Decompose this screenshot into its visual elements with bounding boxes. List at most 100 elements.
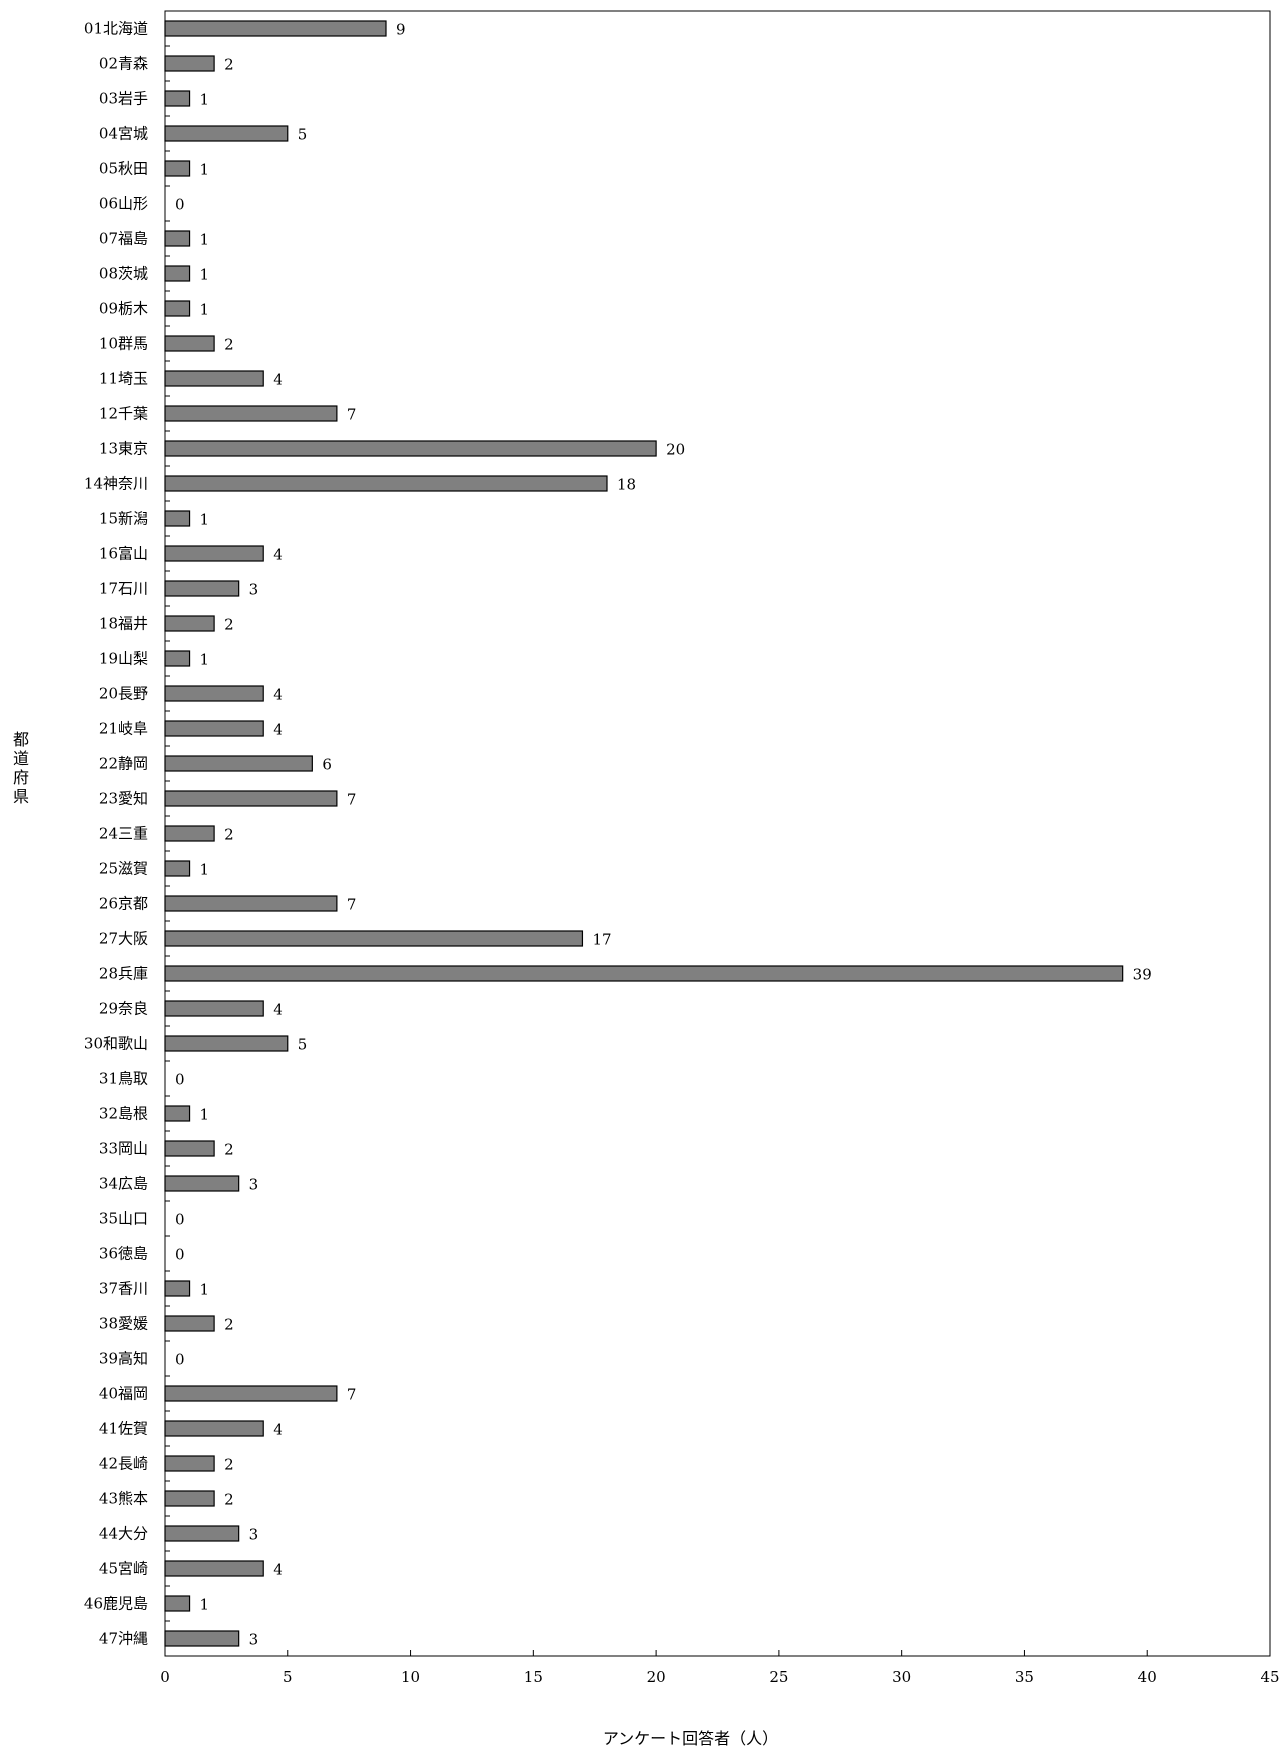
category-label: 42長崎	[99, 1455, 148, 1473]
value-label: 5	[298, 1036, 308, 1054]
category-label: 26京都	[99, 895, 148, 913]
bar	[164, 1000, 264, 1017]
value-labels-group: 9215101112472018143214467217173945012300…	[175, 21, 1152, 1649]
value-label: 4	[273, 721, 283, 739]
value-label: 1	[200, 301, 210, 319]
value-label: 1	[200, 861, 210, 879]
category-label: 12千葉	[99, 405, 148, 423]
bar	[164, 1490, 215, 1507]
bar	[164, 90, 191, 107]
category-label: 19山梨	[99, 650, 148, 668]
value-label: 1	[200, 1281, 210, 1299]
value-label: 0	[175, 1211, 185, 1229]
bar	[164, 335, 215, 352]
bar	[164, 1630, 240, 1647]
bar	[164, 930, 584, 947]
value-label: 20	[666, 441, 685, 459]
value-label: 1	[200, 231, 210, 249]
category-label: 14神奈川	[84, 475, 148, 493]
bar	[164, 965, 1124, 982]
x-tick-label: 35	[1015, 1668, 1034, 1686]
bar	[164, 20, 387, 37]
bar	[164, 510, 191, 527]
bar	[164, 1385, 338, 1402]
category-label: 10群馬	[99, 335, 148, 353]
bar	[164, 230, 191, 247]
value-label: 2	[224, 616, 234, 634]
category-label: 29奈良	[99, 1000, 148, 1018]
category-label: 38愛媛	[99, 1315, 148, 1333]
x-tick-label: 0	[160, 1668, 170, 1686]
x-tick-label: 25	[769, 1668, 788, 1686]
x-tick-label: 10	[401, 1668, 420, 1686]
bar	[164, 405, 338, 422]
x-tick-label: 5	[283, 1668, 293, 1686]
bar	[164, 1315, 215, 1332]
bar	[164, 650, 191, 667]
category-label: 27大阪	[99, 930, 148, 948]
category-label: 18福井	[99, 615, 148, 633]
value-label: 4	[273, 686, 283, 704]
bar	[164, 1280, 191, 1297]
category-label: 02青森	[99, 55, 148, 73]
bar	[164, 1140, 215, 1157]
value-label: 7	[347, 1386, 357, 1404]
value-label: 18	[617, 476, 636, 494]
category-label: 08茨城	[99, 265, 148, 283]
bar	[164, 720, 264, 737]
category-label: 45宮崎	[99, 1560, 148, 1578]
category-label: 46鹿児島	[84, 1595, 148, 1613]
category-label: 13東京	[99, 440, 148, 458]
x-axis-ticks-group: 0 5 10 15 20 25 30 35 40 45	[160, 1650, 1280, 1686]
value-label: 0	[175, 196, 185, 214]
category-label: 06山形	[99, 195, 148, 213]
bar	[164, 1525, 240, 1542]
category-label: 34広島	[99, 1175, 148, 1193]
bar	[164, 895, 338, 912]
value-label: 39	[1133, 966, 1152, 984]
bar	[164, 265, 191, 282]
bar	[164, 475, 608, 492]
value-label: 1	[200, 1106, 210, 1124]
value-label: 1	[200, 651, 210, 669]
value-label: 1	[200, 1596, 210, 1614]
bar	[164, 1175, 240, 1192]
category-label: 36徳島	[99, 1245, 148, 1263]
value-label: 2	[224, 336, 234, 354]
value-label: 4	[273, 1001, 283, 1019]
bar	[164, 1455, 215, 1472]
bar	[164, 825, 215, 842]
value-label: 2	[224, 826, 234, 844]
category-label: 39高知	[99, 1350, 148, 1368]
value-label: 9	[396, 21, 406, 39]
bar	[164, 1420, 264, 1437]
bar	[164, 55, 215, 72]
value-label: 3	[249, 1526, 259, 1544]
bar	[164, 1595, 191, 1612]
bar	[164, 755, 313, 772]
value-label: 5	[298, 126, 308, 144]
category-label: 22静岡	[99, 755, 148, 773]
category-label: 28兵庫	[99, 965, 148, 983]
category-label: 17石川	[99, 580, 148, 598]
value-label: 4	[273, 371, 283, 389]
value-label: 17	[592, 931, 611, 949]
value-label: 4	[273, 1561, 283, 1579]
value-label: 2	[224, 1491, 234, 1509]
x-tick-label: 20	[647, 1668, 666, 1686]
x-tick-label: 15	[524, 1668, 543, 1686]
value-label: 6	[322, 756, 332, 774]
category-label: 33岡山	[99, 1140, 148, 1158]
category-label: 30和歌山	[84, 1035, 148, 1053]
plot-border	[164, 10, 1271, 1657]
category-label: 40福岡	[99, 1385, 148, 1403]
category-label: 43熊本	[99, 1490, 148, 1508]
value-label: 7	[347, 791, 357, 809]
value-label: 3	[249, 1631, 259, 1649]
bar	[164, 160, 191, 177]
value-label: 0	[175, 1071, 185, 1089]
bar	[164, 1105, 191, 1122]
bar	[164, 1035, 289, 1052]
category-labels-group: 01北海道 02青森 03岩手 04宮城 05秋田 06山形 07福島 08茨城 09栃木 10群…	[84, 20, 148, 1648]
category-label: 47沖縄	[99, 1630, 148, 1648]
